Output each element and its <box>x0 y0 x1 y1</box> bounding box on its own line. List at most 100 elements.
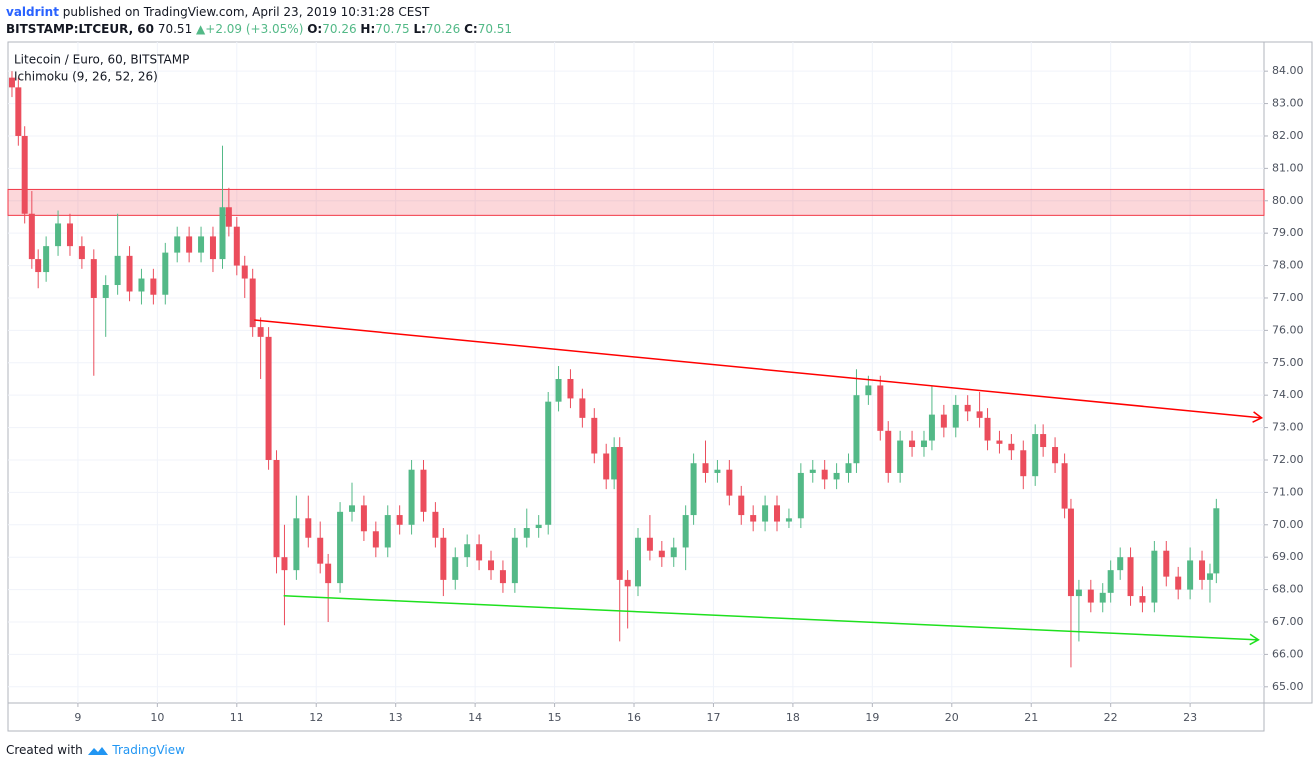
candle-body <box>28 213 35 260</box>
candle-body <box>853 395 860 464</box>
low: 70.26 <box>425 22 461 36</box>
y-tick-label: 73.00 <box>1272 421 1304 434</box>
candle-body <box>877 385 884 431</box>
candle-body <box>78 246 85 260</box>
candle-body <box>138 278 145 292</box>
x-tick-label: 15 <box>548 711 562 724</box>
candle-body <box>511 537 518 584</box>
candle-body <box>646 537 653 551</box>
candle-body <box>785 518 792 522</box>
candle-body <box>293 518 300 571</box>
candle-body <box>1040 434 1047 448</box>
candle-body <box>150 278 157 295</box>
y-tick-label: 74.00 <box>1272 388 1304 401</box>
candle-body <box>384 515 391 548</box>
candle-body <box>603 453 610 480</box>
candle-body <box>821 469 828 480</box>
candle-body <box>1213 508 1220 574</box>
l-label: L: <box>413 22 426 36</box>
candle-body <box>241 265 248 279</box>
candle-body <box>1067 508 1074 597</box>
candle-body <box>1199 560 1206 580</box>
candle-body <box>440 537 447 580</box>
time-axis <box>7 702 1265 732</box>
author[interactable]: valdrint <box>6 5 59 19</box>
y-tick-label: 68.00 <box>1272 583 1304 596</box>
zone <box>7 188 1265 216</box>
x-tick-label: 21 <box>1024 711 1038 724</box>
indicator[interactable]: Ichimoku (9, 26, 52, 26) <box>14 70 158 84</box>
x-tick-label: 13 <box>389 711 403 724</box>
candle-body <box>317 537 324 564</box>
candle-body <box>996 440 1003 444</box>
candle-body <box>952 404 959 428</box>
footer: Created with TradingView <box>6 742 185 757</box>
candle-body <box>174 236 181 253</box>
candle-body <box>348 505 355 512</box>
chart-title: Litecoin / Euro, 60, BITSTAMP <box>14 53 189 67</box>
plot-frame <box>7 41 1265 704</box>
x-tick-label: 17 <box>706 711 720 724</box>
y-tick-label: 67.00 <box>1272 615 1304 628</box>
candle-body <box>488 560 495 571</box>
candle-body <box>21 135 28 214</box>
y-tick-label: 66.00 <box>1272 647 1304 660</box>
y-tick-label: 65.00 <box>1272 680 1304 693</box>
logo <box>87 747 108 755</box>
candle-body <box>225 207 232 227</box>
candle-body <box>682 515 689 548</box>
candle-body <box>535 524 542 529</box>
candle-body <box>774 505 781 522</box>
candle-body <box>114 255 121 286</box>
candle-body <box>1175 576 1182 590</box>
x-tick-label: 19 <box>865 711 879 724</box>
y-tick-label: 77.00 <box>1272 291 1304 304</box>
candle-body <box>976 411 983 418</box>
candle-body <box>8 77 15 88</box>
candle-body <box>738 495 745 516</box>
x-tick-label: 16 <box>627 711 641 724</box>
candle-body <box>567 378 574 399</box>
close: 70.51 <box>477 22 513 36</box>
candle-body <box>396 515 403 525</box>
candle-body <box>909 440 916 448</box>
brand[interactable]: TradingView <box>112 743 185 757</box>
candle-body <box>273 459 280 558</box>
candle-body <box>611 447 618 480</box>
high: 70.75 <box>375 22 410 36</box>
published: published on TradingView.com, April 23, … <box>62 5 430 19</box>
x-tick-label: 14 <box>468 711 482 724</box>
candle-body <box>198 236 205 253</box>
candle-body <box>1020 450 1027 477</box>
candle-body <box>1187 560 1194 590</box>
candle-body <box>690 463 697 516</box>
x-tick-label: 20 <box>945 711 959 724</box>
candle-body <box>1206 573 1213 580</box>
candle-body <box>624 579 631 587</box>
candle-body <box>126 255 133 292</box>
candle-body <box>591 417 598 454</box>
candle-body <box>523 528 530 538</box>
candle-body <box>1117 557 1124 571</box>
candle-body <box>337 511 344 584</box>
candle-body <box>1099 592 1106 603</box>
candle-body <box>209 236 216 260</box>
candle-body <box>15 87 22 136</box>
candle-body <box>372 531 379 548</box>
candle-body <box>1052 447 1059 464</box>
candle-body <box>750 515 757 522</box>
x-tick-label: 9 <box>74 711 81 724</box>
price-axis <box>1263 41 1313 704</box>
candle-body <box>940 414 947 428</box>
candle-body <box>1008 443 1015 451</box>
candle-body <box>833 472 840 480</box>
chart: Litecoin / Euro, 60, BITSTAMP Ichimoku (… <box>7 41 1313 732</box>
candle-body <box>555 378 562 402</box>
candle-body <box>670 547 677 558</box>
o-label: O: <box>307 22 323 36</box>
x-tick-label: 11 <box>230 711 244 724</box>
candle-body <box>249 278 256 328</box>
candle-body <box>658 550 665 558</box>
candle-body <box>476 544 483 561</box>
